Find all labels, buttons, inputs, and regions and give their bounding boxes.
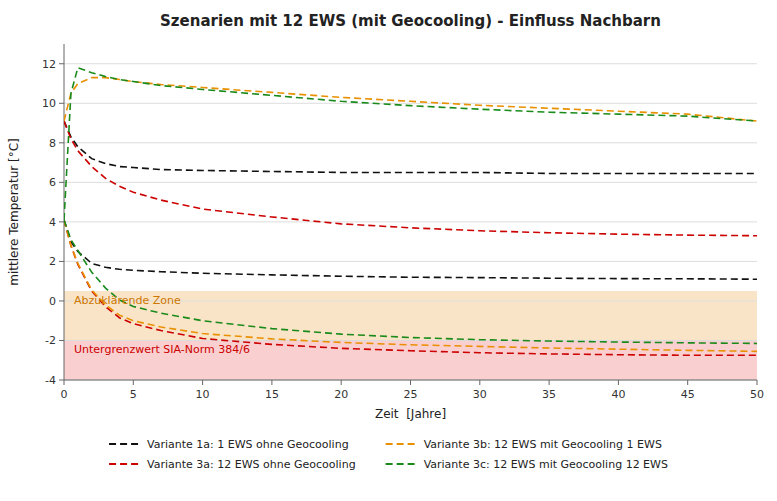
tick-label: 2 bbox=[49, 255, 56, 268]
legend-swatch bbox=[109, 443, 141, 445]
tick-mark bbox=[59, 380, 64, 381]
x-axis-line bbox=[64, 380, 757, 381]
tick-mark bbox=[59, 340, 64, 341]
x-axis-label: Zeit [Jahre] bbox=[375, 407, 446, 421]
legend-swatch bbox=[386, 463, 418, 465]
grid-line bbox=[64, 63, 757, 64]
y-axis-label: mittlere Temperatur [°C] bbox=[7, 138, 21, 285]
tick-label: 15 bbox=[265, 388, 279, 401]
tick-mark bbox=[618, 380, 619, 385]
tick-mark bbox=[59, 103, 64, 104]
tick-mark bbox=[271, 380, 272, 385]
tick-mark bbox=[757, 380, 758, 385]
tick-label: 20 bbox=[334, 388, 348, 401]
tick-mark bbox=[64, 380, 65, 385]
tick-mark bbox=[133, 380, 134, 385]
tick-mark bbox=[341, 380, 342, 385]
tick-mark bbox=[549, 380, 550, 385]
legend-label: Variante 3b: 12 EWS mit Geocooling 1 EWS bbox=[424, 438, 662, 451]
grid-line bbox=[64, 103, 757, 104]
grid-line bbox=[64, 221, 757, 222]
legend-label: Variante 3c: 12 EWS mit Geocooling 12 EW… bbox=[424, 458, 668, 471]
y-axis-line bbox=[64, 44, 65, 380]
grid bbox=[64, 64, 757, 380]
legend-entry: Variante 3c: 12 EWS mit Geocooling 12 EW… bbox=[386, 458, 668, 471]
grid-line bbox=[64, 142, 757, 143]
tick-mark bbox=[59, 261, 64, 262]
tick-label: 45 bbox=[681, 388, 695, 401]
tick-mark bbox=[410, 380, 411, 385]
legend-swatch bbox=[386, 443, 418, 445]
legend-entry: Variante 3a: 12 EWS ohne Geocooling bbox=[109, 458, 356, 471]
tick-mark bbox=[59, 142, 64, 143]
tick-mark bbox=[687, 380, 688, 385]
tick-mark bbox=[479, 380, 480, 385]
legend: Variante 1a: 1 EWS ohne Geocooling Varian… bbox=[109, 438, 668, 471]
tick-label: 0 bbox=[49, 295, 56, 308]
tick-label: 6 bbox=[49, 176, 56, 189]
legend-swatch bbox=[109, 463, 141, 465]
tick-label: 5 bbox=[130, 388, 137, 401]
series-line bbox=[64, 220, 757, 344]
series-line bbox=[64, 220, 757, 355]
zone-band bbox=[64, 291, 757, 340]
zone-band bbox=[64, 340, 757, 380]
tick-label: 40 bbox=[611, 388, 625, 401]
tick-label: 8 bbox=[49, 137, 56, 150]
tick-label: -2 bbox=[45, 334, 56, 347]
legend-entry: Variante 1a: 1 EWS ohne Geocooling bbox=[109, 438, 349, 451]
grid-line bbox=[64, 182, 757, 183]
tick-label: 25 bbox=[404, 388, 418, 401]
legend-label: Variante 1a: 1 EWS ohne Geocooling bbox=[147, 438, 349, 451]
tick-label: 35 bbox=[542, 388, 556, 401]
grid-line bbox=[64, 380, 757, 381]
tick-mark bbox=[202, 380, 203, 385]
tick-mark bbox=[59, 63, 64, 64]
legend-entry: Variante 3b: 12 EWS mit Geocooling 1 EWS bbox=[386, 438, 662, 451]
zones bbox=[64, 291, 757, 380]
series-line bbox=[64, 121, 757, 173]
zone-label: Untergrenzwert SIA-Norm 384/6 bbox=[74, 343, 250, 356]
series-lines bbox=[64, 68, 757, 356]
series-line bbox=[64, 68, 757, 220]
series-line bbox=[64, 220, 757, 279]
chart: -4 -2 0 2 4 6 8 10 12 0 5 10 15 20 25 30 35 40 45 50 Abzuklä… bbox=[0, 0, 777, 501]
tick-label: 30 bbox=[473, 388, 487, 401]
tick-mark bbox=[59, 221, 64, 222]
title: Szenarien mit 12 EWS (mit Geocooling) - … bbox=[160, 12, 661, 30]
legend-label: Variante 3a: 12 EWS ohne Geocooling bbox=[147, 458, 356, 471]
tick-label: 12 bbox=[42, 58, 56, 71]
tick-mark bbox=[59, 182, 64, 183]
grid-line bbox=[64, 261, 757, 262]
tick-label: 10 bbox=[196, 388, 210, 401]
series-line bbox=[64, 220, 757, 351]
tick-label: 10 bbox=[42, 97, 56, 110]
tick-label: 4 bbox=[49, 216, 56, 229]
zone-label: Abzuklärende Zone bbox=[74, 294, 181, 307]
tick-label: -4 bbox=[45, 374, 56, 387]
series-line bbox=[64, 121, 757, 236]
tick-mark bbox=[59, 300, 64, 301]
grid-line bbox=[64, 340, 757, 341]
tick-label: 50 bbox=[750, 388, 764, 401]
tick-label: 0 bbox=[61, 388, 68, 401]
